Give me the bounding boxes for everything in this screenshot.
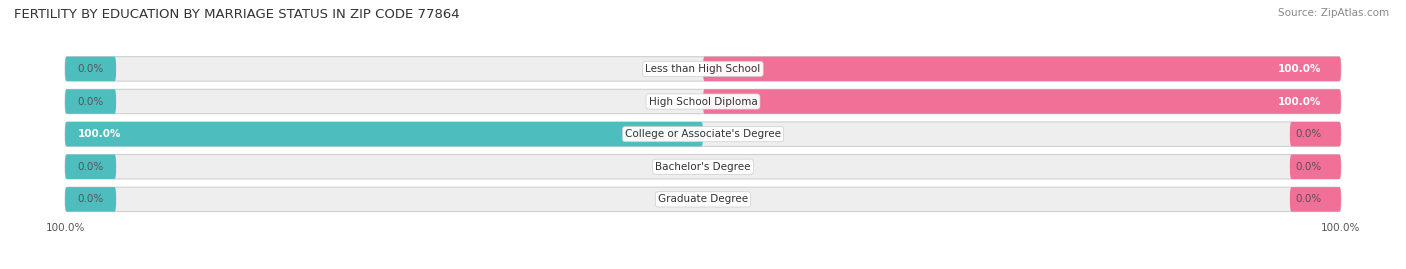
Text: College or Associate's Degree: College or Associate's Degree [626,129,780,139]
FancyBboxPatch shape [65,89,1341,114]
Text: Bachelor's Degree: Bachelor's Degree [655,162,751,172]
Text: 0.0%: 0.0% [1295,162,1322,172]
FancyBboxPatch shape [65,57,1341,81]
FancyBboxPatch shape [65,122,1341,146]
FancyBboxPatch shape [703,57,1341,81]
FancyBboxPatch shape [65,154,1341,179]
Text: FERTILITY BY EDUCATION BY MARRIAGE STATUS IN ZIP CODE 77864: FERTILITY BY EDUCATION BY MARRIAGE STATU… [14,8,460,21]
Text: 0.0%: 0.0% [77,97,104,107]
FancyBboxPatch shape [1289,154,1341,179]
FancyBboxPatch shape [703,89,1341,114]
Text: Source: ZipAtlas.com: Source: ZipAtlas.com [1278,8,1389,18]
FancyBboxPatch shape [1289,187,1341,212]
Text: Graduate Degree: Graduate Degree [658,194,748,204]
Text: 0.0%: 0.0% [77,162,104,172]
FancyBboxPatch shape [1289,122,1341,146]
Text: 0.0%: 0.0% [1295,194,1322,204]
Text: 0.0%: 0.0% [1295,129,1322,139]
FancyBboxPatch shape [65,187,117,212]
FancyBboxPatch shape [65,89,117,114]
FancyBboxPatch shape [65,122,703,146]
Text: 100.0%: 100.0% [1278,97,1322,107]
Text: 0.0%: 0.0% [77,194,104,204]
Text: 100.0%: 100.0% [1278,64,1322,74]
FancyBboxPatch shape [65,187,1341,212]
Text: 0.0%: 0.0% [77,64,104,74]
FancyBboxPatch shape [65,154,117,179]
Text: 100.0%: 100.0% [77,129,121,139]
Text: Less than High School: Less than High School [645,64,761,74]
Text: High School Diploma: High School Diploma [648,97,758,107]
FancyBboxPatch shape [65,57,117,81]
